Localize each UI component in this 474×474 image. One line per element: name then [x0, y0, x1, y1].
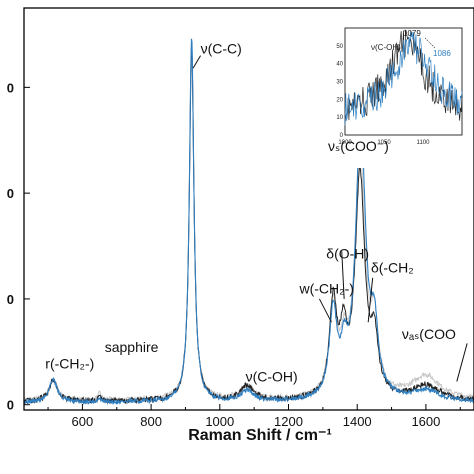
- inset-series-1: [344, 29, 463, 125]
- annotation-arrow: [341, 251, 345, 299]
- peak-annotation: w(-CH₂-): [298, 281, 353, 297]
- x-tick-label: 1200: [274, 414, 303, 429]
- inset-peak-label: 1079: [403, 29, 421, 38]
- inset-peak-label: 1086: [433, 49, 451, 58]
- peak-annotation: ν(C-OH): [246, 368, 298, 384]
- peak-annotation: r(-CH₂-): [45, 356, 94, 372]
- x-tick-label: 1000: [205, 414, 234, 429]
- spectrum-series-3: [23, 38, 474, 406]
- peak-annotation: δ(-CH₂: [371, 259, 414, 275]
- x-axis-label: Raman Shift / cm⁻¹: [188, 427, 332, 444]
- plot-frame: [23, 7, 474, 411]
- y-axis-ticks: 0 0 0 0: [7, 80, 30, 413]
- inset-y-tick-label: 40: [336, 62, 343, 68]
- inset-label: ν(C-OH): [371, 43, 401, 52]
- y-tick-label: 0: [7, 80, 14, 95]
- x-tick-label: 1600: [411, 414, 440, 429]
- inset-y-tick-label: 0: [340, 133, 344, 139]
- peak-annotation: δ(O-H): [326, 246, 369, 262]
- inset-x-tick-label: 1050: [377, 140, 391, 146]
- annotation-arrow: [318, 298, 332, 323]
- inset-x-tick-label: 1100: [417, 140, 431, 146]
- inset-series-2: [344, 30, 463, 126]
- inset-chart: 1000 1050 1100 0 10 20 30 40 50 ν(C-OH)1079 1086: [335, 18, 474, 168]
- y-tick-label: 0: [7, 186, 14, 201]
- x-tick-label: 800: [140, 414, 162, 429]
- inset-y-tick-label: 10: [336, 115, 343, 121]
- peak-annotation: νₐₛ(COO: [402, 326, 456, 342]
- inset-y-tick-label: 20: [336, 97, 343, 103]
- peak-annotation: ν(C-C): [201, 40, 242, 56]
- x-axis-ticks: 600 800 1000 1200 1400 1600: [47, 404, 461, 429]
- inset-frame: [344, 27, 463, 136]
- inset-y-tick-label: 50: [336, 44, 343, 50]
- peak-annotation: sapphire: [105, 339, 159, 355]
- annotation-arrow: [367, 277, 374, 323]
- y-tick-label: 0: [7, 398, 14, 413]
- main-series-group: [23, 38, 474, 406]
- x-tick-label: 1400: [343, 414, 372, 429]
- peak-annotation: νₛ(COO⁻): [328, 138, 389, 154]
- inset-y-tick-label: 30: [336, 80, 343, 86]
- x-tick-label: 600: [72, 414, 94, 429]
- annotation-arrow: [192, 55, 201, 69]
- inset-x-tick-label: 1000: [338, 140, 352, 146]
- y-tick-label: 0: [7, 292, 14, 307]
- peak-annotations: r(-CH₂-) sapphire ν(C-C) ν(C-OH) w(-CH₂-) δ(O…: [45, 40, 468, 384]
- annotation-arrow: [456, 343, 468, 382]
